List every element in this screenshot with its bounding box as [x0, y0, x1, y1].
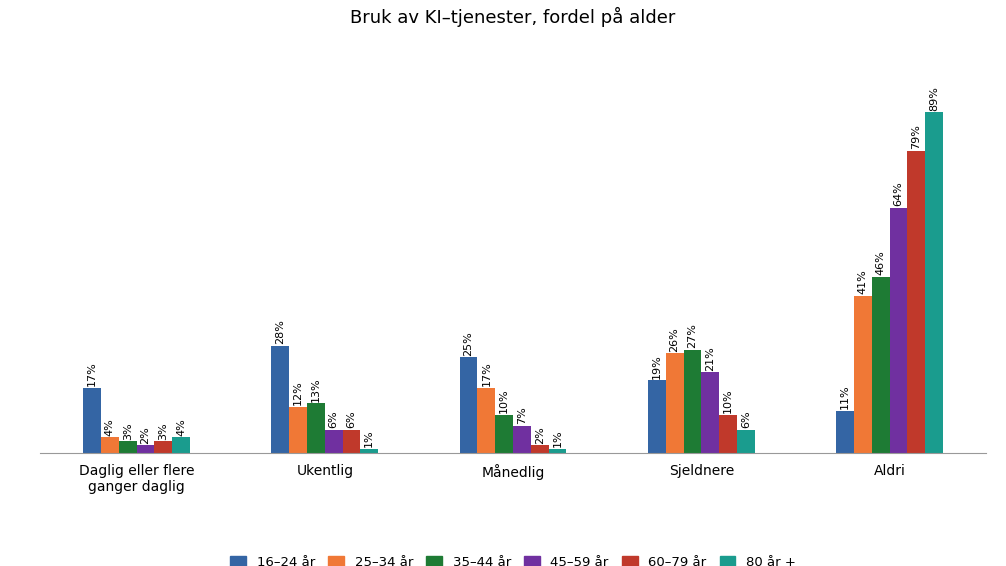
Legend: 16–24 år, 25–34 år, 35–44 år, 45–59 år, 60–79 år, 80 år +: 16–24 år, 25–34 år, 35–44 år, 45–59 år, … — [225, 550, 801, 566]
Bar — [119, 441, 137, 453]
Bar — [325, 430, 343, 453]
Bar — [907, 151, 926, 453]
Text: 6%: 6% — [740, 411, 750, 428]
Bar — [460, 357, 478, 453]
Text: 79%: 79% — [911, 124, 921, 149]
Bar — [495, 414, 513, 453]
Bar — [736, 430, 754, 453]
Text: 4%: 4% — [176, 418, 186, 436]
Text: 1%: 1% — [364, 430, 374, 448]
Text: 3%: 3% — [158, 422, 168, 440]
Text: 13%: 13% — [311, 377, 321, 401]
Bar — [360, 449, 378, 453]
Bar — [666, 353, 683, 453]
Bar — [172, 438, 190, 453]
Bar — [83, 388, 101, 453]
Bar — [854, 296, 872, 453]
Text: 21%: 21% — [705, 346, 715, 371]
Text: 89%: 89% — [929, 86, 939, 111]
Bar — [926, 112, 943, 453]
Bar — [719, 414, 736, 453]
Text: 64%: 64% — [893, 182, 903, 207]
Text: 2%: 2% — [141, 426, 151, 444]
Text: 26%: 26% — [670, 327, 680, 352]
Bar — [889, 208, 907, 453]
Bar — [272, 346, 290, 453]
Text: 1%: 1% — [552, 430, 562, 448]
Bar — [872, 277, 889, 453]
Text: 25%: 25% — [464, 331, 474, 355]
Bar — [548, 449, 566, 453]
Bar — [701, 372, 719, 453]
Text: 19%: 19% — [652, 354, 662, 379]
Bar — [683, 349, 701, 453]
Text: 17%: 17% — [88, 362, 98, 386]
Bar — [290, 407, 307, 453]
Text: 10%: 10% — [723, 388, 733, 413]
Text: 6%: 6% — [346, 411, 356, 428]
Bar — [531, 445, 548, 453]
Bar — [648, 380, 666, 453]
Bar — [478, 388, 495, 453]
Bar — [137, 445, 154, 453]
Text: 27%: 27% — [687, 323, 697, 348]
Text: 3%: 3% — [123, 422, 133, 440]
Text: 2%: 2% — [535, 426, 544, 444]
Title: Bruk av KI–tjenester, fordel på alder: Bruk av KI–tjenester, fordel på alder — [350, 7, 676, 27]
Bar — [307, 403, 325, 453]
Bar — [154, 441, 172, 453]
Text: 28%: 28% — [276, 319, 286, 344]
Text: 17%: 17% — [482, 362, 491, 386]
Text: 41%: 41% — [858, 269, 868, 294]
Text: 10%: 10% — [499, 388, 509, 413]
Text: 4%: 4% — [105, 418, 115, 436]
Text: 7%: 7% — [517, 407, 527, 424]
Bar — [101, 438, 119, 453]
Bar — [513, 426, 531, 453]
Text: 6%: 6% — [329, 411, 339, 428]
Bar — [343, 430, 360, 453]
Text: 12%: 12% — [293, 380, 303, 405]
Bar — [836, 411, 854, 453]
Text: 46%: 46% — [875, 251, 885, 275]
Text: 11%: 11% — [840, 384, 850, 409]
